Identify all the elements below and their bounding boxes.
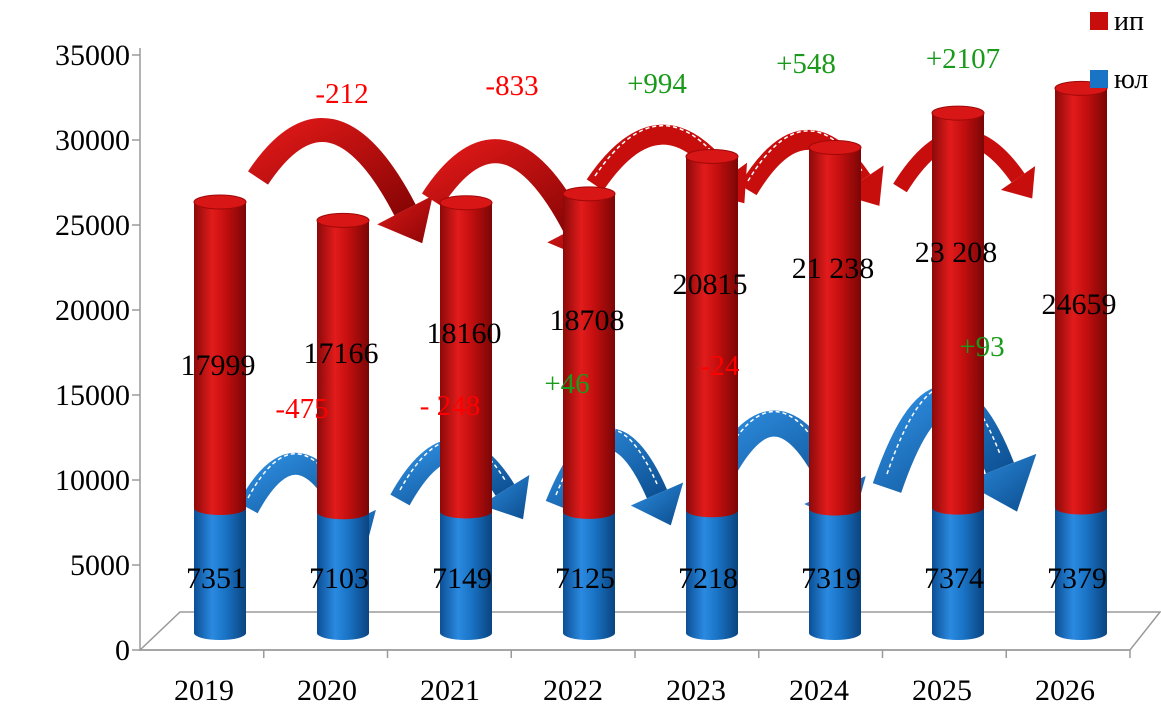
change-arrow-head xyxy=(630,482,684,526)
y-tick-label: 0 xyxy=(115,634,130,667)
x-tick-label: 2020 xyxy=(297,674,357,704)
value-label-ip: 20815 xyxy=(673,268,748,301)
delta-label-ip: +2107 xyxy=(926,43,1000,75)
bar-segment-ul xyxy=(563,511,615,640)
bar-segment-ip xyxy=(932,113,984,515)
change-arrow xyxy=(421,139,586,234)
value-label-ul: 7149 xyxy=(432,562,492,595)
bar-segment-ul xyxy=(686,510,738,640)
delta-label-ip: +548 xyxy=(776,48,836,80)
bar-segment-ul xyxy=(317,512,369,640)
x-tick-label: 2023 xyxy=(666,674,726,704)
change-arrow-head xyxy=(377,195,433,244)
change-arrow-outline xyxy=(399,439,506,491)
value-label-ip: 24659 xyxy=(1042,288,1117,321)
delta-label-ip: -833 xyxy=(485,70,538,102)
x-tick-label: 2022 xyxy=(543,674,603,704)
value-label-ul: 7319 xyxy=(801,562,861,595)
value-label-ul: 7125 xyxy=(555,562,615,595)
y-tick-label: 35000 xyxy=(55,39,130,72)
legend: ип юл xyxy=(1090,6,1148,95)
x-tick-label: 2021 xyxy=(420,674,480,704)
bar-segment-ip xyxy=(440,202,492,519)
legend-label-ul: юл xyxy=(1114,64,1148,95)
change-arrow-head xyxy=(963,453,1037,512)
bar-top-cap xyxy=(931,105,985,121)
x-tick-label: 2026 xyxy=(1035,674,1095,704)
delta-label-ul: -24 xyxy=(701,350,740,382)
value-label-ul: 7379 xyxy=(1047,562,1107,595)
x-tick-label: 2025 xyxy=(912,674,972,704)
bar-segment-ip xyxy=(563,193,615,519)
legend-label-ip: ип xyxy=(1114,6,1144,37)
value-label-ip: 18708 xyxy=(550,304,625,337)
value-label-ip: 17999 xyxy=(181,349,256,382)
value-label-ul: 7218 xyxy=(678,562,738,595)
y-tick-label: 10000 xyxy=(55,464,130,497)
value-label-ip: 17166 xyxy=(304,337,379,370)
bar-segment-ip xyxy=(686,156,738,518)
y-tick-label: 15000 xyxy=(55,379,130,412)
value-label-ip: 21 238 xyxy=(792,252,875,285)
value-label-ul: 7103 xyxy=(309,562,369,595)
bar-top-cap xyxy=(562,186,616,202)
delta-label-ul: - 248 xyxy=(420,390,480,422)
delta-label-ip: -212 xyxy=(315,78,368,110)
legend-swatch-ul xyxy=(1090,70,1108,88)
y-axis-ticks: 0 5000 10000 15000 20000 25000 30000 35000 xyxy=(55,39,140,667)
bar-top-cap xyxy=(316,212,370,228)
bar-segment-ip xyxy=(194,202,246,516)
x-tick-label: 2024 xyxy=(789,674,849,704)
change-arrow xyxy=(248,118,416,216)
delta-label-ul: +93 xyxy=(959,331,1004,363)
bar-segment-ip xyxy=(809,147,861,516)
bar-top-cap xyxy=(193,194,247,210)
delta-label-ul: +46 xyxy=(544,368,589,400)
legend-swatch-ip xyxy=(1090,12,1108,30)
change-arrow-outline xyxy=(247,453,351,513)
change-arrow-head xyxy=(1000,166,1036,199)
bar-segment-ul xyxy=(809,508,861,640)
bar-top-cap xyxy=(685,148,739,164)
chart-floor xyxy=(138,611,1161,651)
bar-top-cap xyxy=(808,140,862,156)
bar-segment-ul xyxy=(440,511,492,640)
y-tick-label: 5000 xyxy=(70,549,130,582)
delta-label-ul: -475 xyxy=(275,393,328,425)
y-tick-label: 30000 xyxy=(55,124,130,157)
bar-segment-ul xyxy=(932,507,984,640)
bar-segment-ul xyxy=(1055,507,1107,640)
bar-segment-ip xyxy=(1055,88,1107,515)
change-arrow-head xyxy=(480,474,530,520)
value-label-ip: 18160 xyxy=(427,317,502,350)
x-axis-ticks: 2019 2020 2021 2022 2023 2024 2025 2026 xyxy=(174,650,1131,704)
bar-top-cap xyxy=(439,195,493,211)
value-label-ul: 7374 xyxy=(924,562,984,595)
y-tick-label: 20000 xyxy=(55,294,130,327)
x-tick-label: 2019 xyxy=(174,674,234,704)
value-label-ul: 7351 xyxy=(186,562,246,595)
delta-label-ip: +994 xyxy=(627,68,687,100)
bar-segment-ip xyxy=(317,220,369,520)
y-tick-label: 25000 xyxy=(55,209,130,242)
bar-segment-ul xyxy=(194,508,246,640)
change-labels: -212 -833 +994 +548 +2107 -475 - 248 +46 -24 +93 xyxy=(275,43,1004,425)
value-label-ip: 23 208 xyxy=(915,236,998,269)
bar-series: 7351 17999 7103 17166 7149 18160 7125 18708 7218… xyxy=(181,80,1117,640)
